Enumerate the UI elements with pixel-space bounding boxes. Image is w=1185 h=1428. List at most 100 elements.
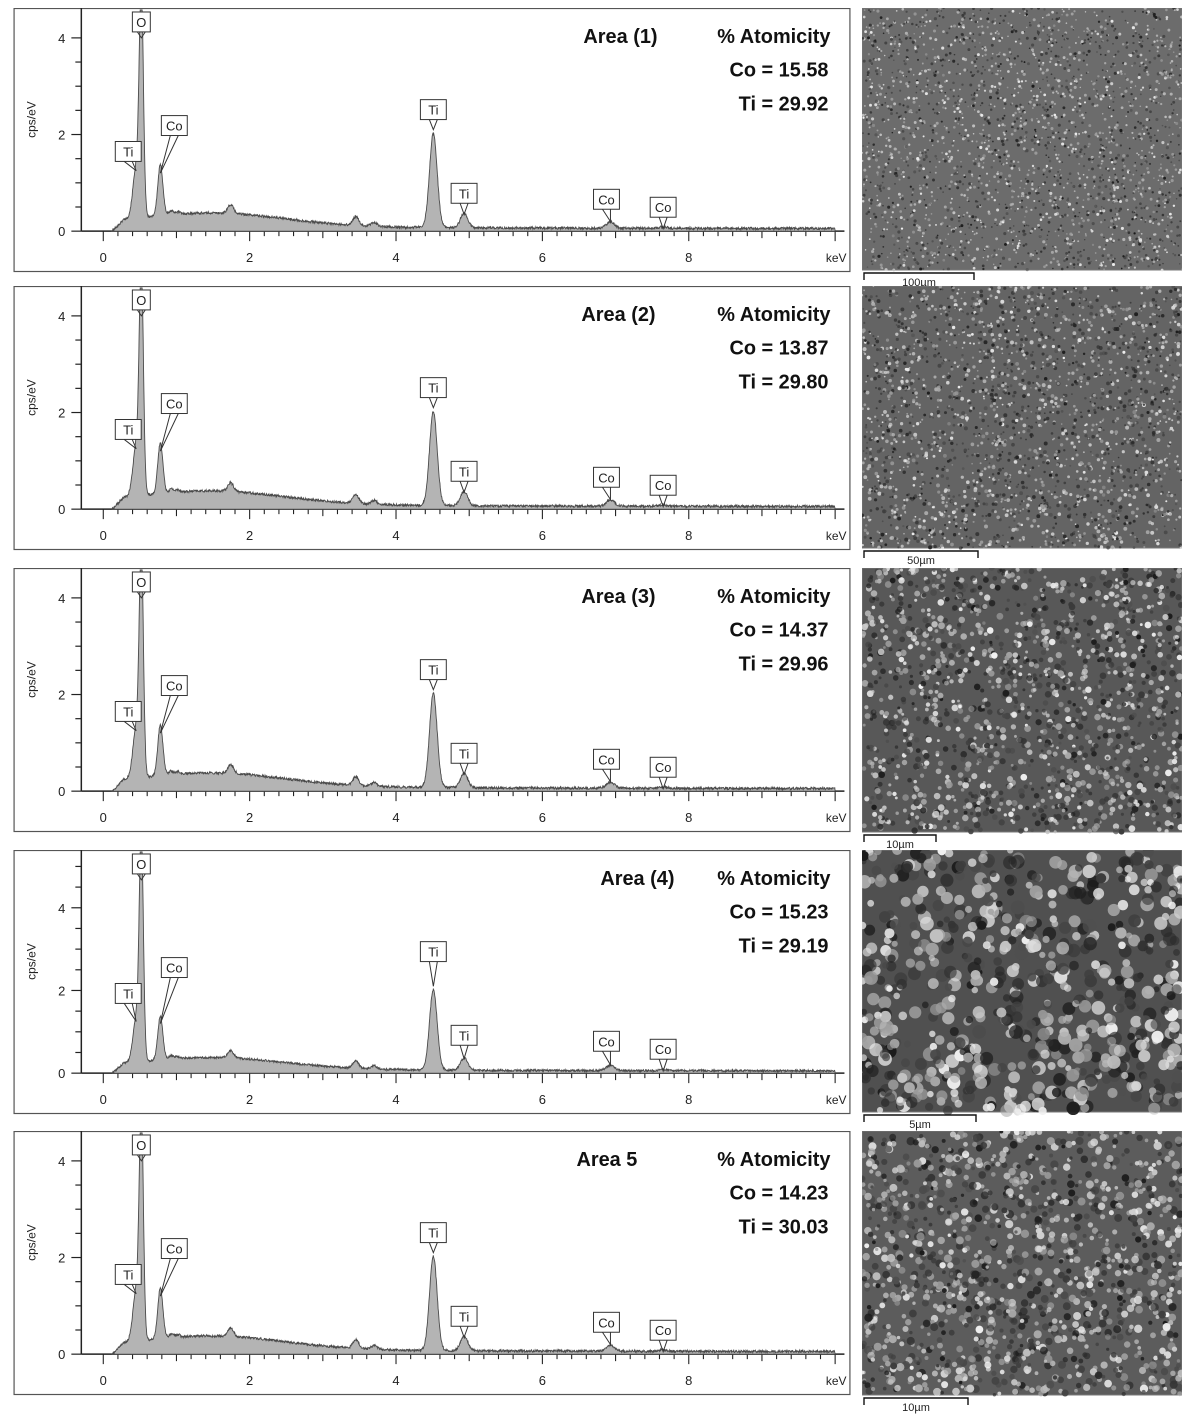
peak-marker-o: O xyxy=(131,853,151,881)
y-tick-label: 4 xyxy=(58,591,65,606)
svg-text:Co: Co xyxy=(655,478,672,493)
x-tick-label: 2 xyxy=(246,528,253,543)
atomicity-annotation: Area (3) % Atomicity Co = 14.37 Ti = 29.96 xyxy=(581,586,830,676)
peak-marker-co: Co xyxy=(593,748,620,784)
y-tick-label: 4 xyxy=(58,901,65,916)
svg-text:Ti: Ti xyxy=(459,464,469,479)
svg-text:Co: Co xyxy=(166,397,183,412)
x-tick-label: 8 xyxy=(685,250,692,265)
ti-atomicity: Ti = 29.80 xyxy=(739,372,829,394)
sem-texture xyxy=(862,1131,1182,1397)
svg-text:O: O xyxy=(136,15,146,30)
peak-marker-ti: Ti xyxy=(114,1263,142,1295)
sem-texture xyxy=(862,850,1182,1118)
peak-marker-ti: Ti xyxy=(450,1024,478,1061)
x-tick-label: 0 xyxy=(100,810,107,825)
peak-marker-ti: Ti xyxy=(419,377,447,410)
svg-text:Co: Co xyxy=(598,192,615,207)
peak-marker-co: Co xyxy=(593,1030,620,1067)
y-tick-label: 2 xyxy=(58,128,65,143)
co-atomicity: Co = 14.23 xyxy=(729,1183,828,1205)
y-axis-label: cps/eV xyxy=(24,1224,38,1261)
svg-text:Co: Co xyxy=(598,470,615,485)
sem-texture xyxy=(862,568,1182,835)
y-axis-label: cps/eV xyxy=(24,379,38,416)
x-tick-label: 8 xyxy=(685,1373,692,1388)
x-tick-label: 6 xyxy=(539,1092,546,1107)
peak-marker-ti: Ti xyxy=(450,182,478,216)
sem-image-5: 10µm xyxy=(862,1131,1182,1414)
x-tick-label: 8 xyxy=(685,528,692,543)
x-tick-label: 6 xyxy=(539,1373,546,1388)
co-atomicity: Co = 14.37 xyxy=(729,620,828,642)
scale-bar: 10µm xyxy=(863,1397,969,1414)
y-tick-label: 0 xyxy=(58,1066,65,1081)
peak-marker-ti: Ti xyxy=(419,659,447,692)
atomicity-label: % Atomicity xyxy=(717,868,830,890)
eds-spectrum-2: 0 2 4 cps/eV 0 2 4 6 8 keV O Ti Co Ti Ti Co Co Area (2) % … xyxy=(13,286,851,551)
co-atomicity: Co = 13.87 xyxy=(729,338,828,360)
area-label: Area 5 xyxy=(576,1149,637,1171)
x-tick-label: 2 xyxy=(246,250,253,265)
spectrum-area xyxy=(111,287,836,510)
peak-marker-co: Co xyxy=(649,1038,677,1073)
peak-marker-co: Co xyxy=(159,957,188,1024)
scale-bar: 10µm xyxy=(863,834,937,851)
peak-marker-o: O xyxy=(131,11,151,39)
atomicity-annotation: Area 5 % Atomicity Co = 14.23 Ti = 30.03 xyxy=(576,1149,830,1239)
svg-text:Ti: Ti xyxy=(428,103,438,118)
co-atomicity: Co = 15.58 xyxy=(729,60,828,82)
scale-bar-label: 50µm xyxy=(907,555,935,567)
svg-text:Co: Co xyxy=(166,119,183,134)
x-tick-label: 2 xyxy=(246,810,253,825)
y-tick-label: 2 xyxy=(58,1251,65,1266)
y-tick-label: 2 xyxy=(58,688,65,703)
spectrum-area xyxy=(111,1132,836,1355)
atomicity-annotation: Area (1) % Atomicity Co = 15.58 Ti = 29.92 xyxy=(583,26,830,116)
scale-bar: 5µm xyxy=(863,1114,977,1131)
area-label: Area (1) xyxy=(583,26,657,48)
x-tick-label: 6 xyxy=(539,528,546,543)
peak-marker-ti: Ti xyxy=(450,1305,478,1339)
peak-marker-co: Co xyxy=(159,675,188,734)
x-tick-label: 4 xyxy=(392,528,399,543)
co-atomicity: Co = 15.23 xyxy=(729,902,828,924)
ti-atomicity: Ti = 29.96 xyxy=(739,654,829,676)
area-label: Area (2) xyxy=(581,304,655,326)
sem-background xyxy=(862,8,1182,271)
scale-bar: 50µm xyxy=(863,550,979,567)
y-tick-label: 0 xyxy=(58,502,65,517)
peak-marker-ti: Ti xyxy=(114,140,142,172)
peak-marker-co: Co xyxy=(649,1319,677,1354)
y-tick-label: 0 xyxy=(58,224,65,239)
y-tick-label: 0 xyxy=(58,1347,65,1362)
x-axis-unit: keV xyxy=(826,1093,847,1107)
sem-image-1: 100µm xyxy=(862,8,1182,289)
peak-marker-ti: Ti xyxy=(450,460,478,494)
x-tick-label: 0 xyxy=(100,250,107,265)
sem-image-3: 10µm xyxy=(862,568,1182,851)
peak-marker-o: O xyxy=(131,571,151,599)
peak-marker-ti: Ti xyxy=(419,99,447,132)
x-tick-label: 4 xyxy=(392,250,399,265)
peak-marker-co: Co xyxy=(159,115,188,174)
eds-spectrum-3: 0 2 4 cps/eV 0 2 4 6 8 keV O Ti Co Ti Ti Co Co Area (3) % … xyxy=(13,568,851,833)
peak-marker-o: O xyxy=(131,1134,151,1162)
peak-marker-co: Co xyxy=(159,393,188,452)
scale-bar-label: 10µm xyxy=(886,839,914,851)
peak-marker-co: Co xyxy=(593,1311,620,1347)
y-axis-label: cps/eV xyxy=(24,101,38,138)
area-label: Area (3) xyxy=(581,586,655,608)
atomicity-label: % Atomicity xyxy=(717,586,830,608)
y-tick-label: 2 xyxy=(58,983,65,998)
y-tick-label: 2 xyxy=(58,406,65,421)
x-tick-label: 8 xyxy=(685,1092,692,1107)
x-axis-unit: keV xyxy=(826,1374,847,1388)
spectrum-area xyxy=(111,851,836,1074)
peak-marker-ti: Ti xyxy=(114,700,142,732)
y-tick-label: 4 xyxy=(58,309,65,324)
peak-marker-o: O xyxy=(131,289,151,317)
svg-text:Co: Co xyxy=(655,200,672,215)
sem-image-4: 5µm xyxy=(862,850,1182,1131)
